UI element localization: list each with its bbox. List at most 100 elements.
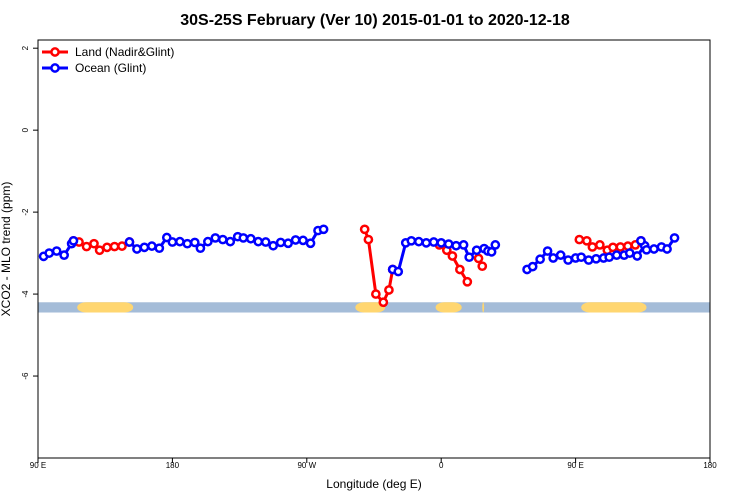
y-axis-label: XCO2 - MLO trend (ppm): [0, 182, 13, 317]
legend: Land (Nadir&Glint) Ocean (Glint): [42, 45, 174, 75]
land-data-point: [378, 297, 389, 308]
ocean-data-point: [563, 255, 573, 265]
land-data-point: [615, 242, 626, 252]
land-data-point: [359, 224, 370, 235]
ocean-data-point: [139, 242, 150, 253]
x-tick-label: 180: [166, 461, 180, 470]
x-tick-label: 90 E: [567, 461, 583, 470]
ocean-data-point: [548, 253, 559, 263]
ocean-data-point: [471, 245, 482, 256]
chart-title: 30S-25S February (Ver 10) 2015-01-01 to …: [180, 12, 570, 29]
land-data-point: [384, 285, 394, 295]
ocean-data-point: [649, 244, 659, 254]
ocean-data-point: [413, 236, 424, 247]
ocean-data-point: [632, 251, 643, 261]
ocean-data-point: [669, 233, 680, 243]
x-tick-label: 180: [703, 461, 717, 470]
series-layer: [38, 224, 680, 308]
ocean-data-point: [305, 238, 316, 249]
ocean-data-point: [583, 255, 594, 265]
ocean-data-point: [210, 233, 221, 243]
y-tick-label: -4: [21, 290, 30, 298]
land-data-point: [89, 238, 99, 249]
land-data-point: [94, 245, 105, 256]
ocean-data-point: [591, 253, 601, 264]
ocean-data-point: [51, 246, 62, 256]
band-land-segment: [581, 302, 647, 313]
ocean-data-point: [624, 248, 635, 258]
ocean-data-point: [275, 237, 286, 248]
ocean-data-point: [464, 252, 475, 263]
land-data-point: [371, 289, 381, 299]
ocean-data-point: [641, 244, 652, 255]
ocean-data-point: [611, 250, 622, 260]
ocean-data-point: [393, 266, 404, 277]
ocean-data-point: [283, 238, 293, 249]
ocean-data-point: [217, 234, 228, 245]
ocean-data-point: [195, 243, 206, 254]
ocean-data-point: [542, 246, 553, 256]
land-data-point: [574, 234, 585, 245]
ocean-data-point: [604, 252, 615, 263]
land-data-point: [587, 242, 598, 252]
ocean-data-point: [535, 254, 545, 265]
ocean-data-point: [428, 237, 439, 247]
land-data-point: [581, 235, 592, 246]
surface-type-band: [38, 302, 710, 313]
band-land-segment: [355, 302, 386, 313]
ocean-data-point: [167, 237, 178, 247]
band-land-segment: [435, 302, 462, 313]
land-data-point: [81, 241, 92, 252]
ocean-data-point: [268, 240, 279, 251]
legend-ocean-label: Ocean (Glint): [75, 61, 146, 75]
ocean-data-point: [59, 250, 69, 260]
ocean-data-point: [260, 237, 271, 247]
land-data-point: [447, 251, 458, 261]
ocean-data-point: [662, 244, 672, 254]
land-data-point: [473, 253, 484, 264]
ocean-data-point: [225, 236, 236, 247]
ocean-data-point: [298, 235, 308, 246]
ocean-data-point: [436, 238, 447, 248]
ocean-data-point: [443, 239, 454, 249]
land-data-point: [595, 240, 605, 250]
x-axis-label: Longitude (deg E): [326, 477, 421, 491]
band-land-segment: [77, 302, 134, 313]
ocean-data-point: [490, 240, 501, 250]
ocean-data-point: [576, 252, 587, 263]
ocean-data-point: [238, 233, 249, 243]
x-tick-label: 90 W: [297, 461, 316, 470]
ocean-data-point: [486, 247, 497, 257]
ocean-data-point: [44, 248, 55, 258]
land-data-point: [477, 261, 488, 272]
ocean-data-point: [175, 236, 185, 247]
y-tick-label: -2: [21, 208, 30, 216]
land-data-point: [117, 241, 127, 251]
legend-ocean-marker: [50, 63, 60, 73]
x-tick-label: 90 E: [30, 461, 46, 470]
ocean-data-point: [458, 240, 469, 250]
ocean-data-point: [527, 261, 538, 272]
x-axis: 90 E 180 90 W 0 90 E 180: [30, 458, 717, 470]
land-data-point: [462, 276, 473, 287]
land-data-point: [608, 242, 618, 253]
plot-frame: [37, 39, 711, 459]
ocean-data-point: [203, 236, 213, 247]
ocean-data-point: [132, 244, 142, 254]
y-axis: 2 0 -2 -4 -6: [21, 45, 38, 380]
legend-land-label: Land (Nadir&Glint): [75, 45, 174, 59]
ocean-data-point: [290, 235, 301, 245]
ocean-data-point: [636, 235, 646, 246]
land-data-point: [455, 264, 465, 275]
ocean-data-point: [451, 240, 461, 251]
ocean-data-point: [245, 233, 256, 244]
ocean-data-point: [406, 235, 417, 246]
ocean-data-point: [189, 237, 200, 248]
ocean-data-point: [421, 238, 432, 248]
land-data-point: [102, 242, 112, 253]
x-tick-label: 0: [439, 461, 444, 470]
ocean-data-point: [154, 243, 165, 254]
legend-land-marker: [50, 47, 60, 57]
ocean-data-point: [182, 238, 193, 249]
